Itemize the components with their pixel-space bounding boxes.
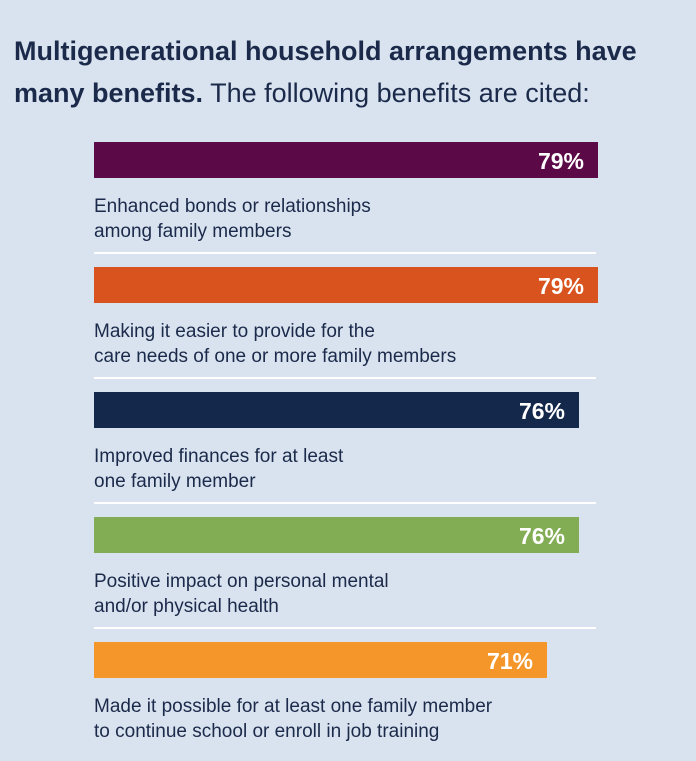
bar-category-label-line: among family members bbox=[94, 221, 292, 242]
heading-bold: Multigenerational household arrangements… bbox=[14, 36, 637, 108]
bar-category-label-line: and/or physical health bbox=[94, 596, 279, 617]
bar bbox=[94, 267, 598, 303]
bar-category-label-line: to continue school or enroll in job trai… bbox=[94, 721, 440, 742]
chart-heading: Multigenerational household arrangements… bbox=[14, 30, 684, 114]
bar-value-label: 79% bbox=[537, 273, 584, 299]
bar-category-label: Improved finances for at least one family… bbox=[94, 444, 614, 494]
bar-value-label: 76% bbox=[518, 523, 565, 549]
bar bbox=[94, 142, 598, 178]
bar-category-label: Making it easier to provide for the care … bbox=[94, 319, 614, 369]
heading-light: The following benefits are cited: bbox=[210, 78, 590, 108]
bar bbox=[94, 642, 547, 678]
bar-category-label-line: care needs of one or more family members bbox=[94, 346, 457, 367]
bar-value-label: 76% bbox=[518, 398, 565, 424]
bar-category-label-line: Making it easier to provide for the bbox=[94, 321, 375, 342]
row-divider bbox=[94, 627, 596, 629]
bar bbox=[94, 517, 579, 553]
bar-value-label: 79% bbox=[537, 148, 584, 174]
row-divider bbox=[94, 377, 596, 379]
bar-category-label-line: Made it possible for at least one family… bbox=[94, 696, 493, 717]
bar-value-label: 71% bbox=[486, 648, 533, 674]
row-divider bbox=[94, 252, 596, 254]
bar-category-label-line: Positive impact on personal mental bbox=[94, 571, 389, 592]
bar bbox=[94, 392, 579, 428]
bar-category-label: Enhanced bonds or relationships among fam… bbox=[94, 194, 614, 244]
row-divider bbox=[94, 502, 596, 504]
bar-category-label-line: Enhanced bonds or relationships bbox=[94, 196, 371, 217]
bar-chart: 79% Enhanced bonds or relationships among … bbox=[94, 0, 614, 761]
bar-category-label: Made it possible for at least one family… bbox=[94, 694, 614, 744]
bar-category-label-line: Improved finances for at least bbox=[94, 446, 344, 467]
bar-category-label: Positive impact on personal mental and/or… bbox=[94, 569, 614, 619]
bar-category-label-line: one family member bbox=[94, 471, 256, 492]
